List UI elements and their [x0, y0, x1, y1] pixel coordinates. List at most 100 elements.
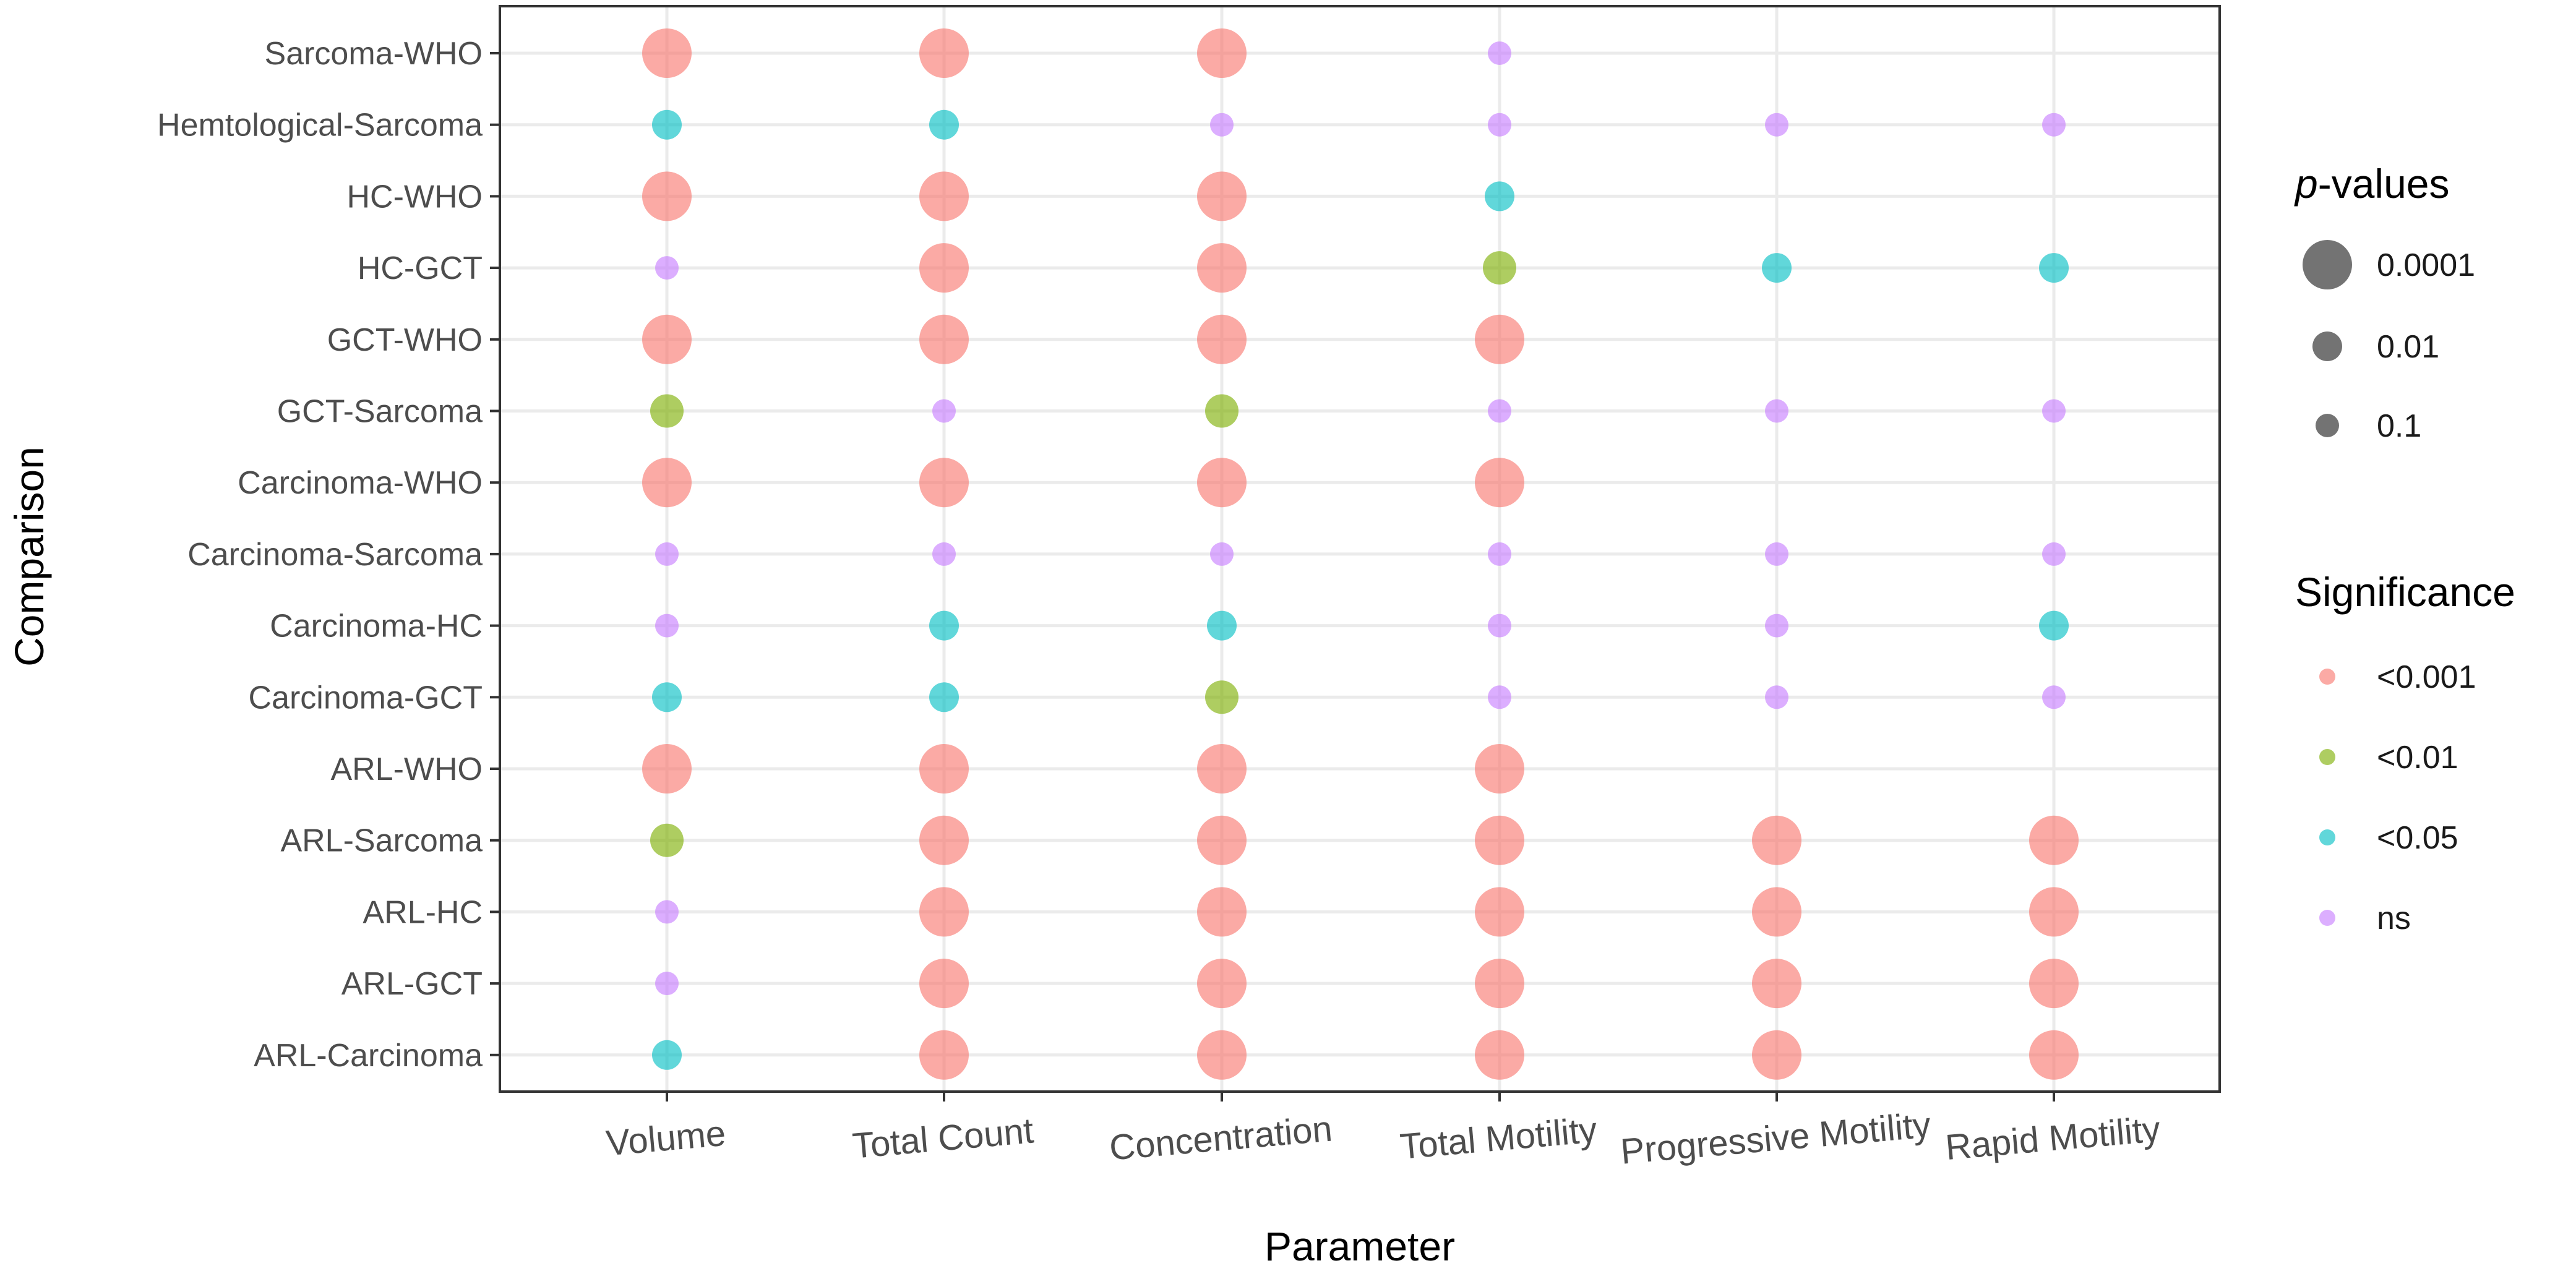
y-tick-label: Carcinoma-Sarcoma	[187, 537, 483, 573]
data-point	[655, 542, 679, 566]
data-point	[919, 744, 969, 793]
grid	[500, 6, 2220, 1092]
data-point	[652, 1040, 682, 1070]
y-tick-label: ARL-WHO	[330, 751, 483, 787]
data-point	[2029, 1030, 2079, 1080]
data-point	[655, 256, 679, 280]
y-tick-label: Hemtological-Sarcoma	[157, 108, 483, 143]
data-point	[2042, 542, 2066, 566]
data-point	[1752, 815, 1801, 865]
data-point	[1205, 394, 1239, 428]
data-point	[642, 171, 692, 221]
data-point	[642, 744, 692, 793]
color-legend: Significance <0.001 <0.01 <0.05 ns	[2295, 569, 2515, 936]
x-tick-label: Concentration	[1108, 1108, 1334, 1168]
y-tick-label: ARL-Carcinoma	[254, 1038, 483, 1074]
size-legend-key	[2312, 332, 2342, 361]
data-point	[1488, 685, 1511, 709]
data-point	[919, 458, 969, 508]
data-point	[1752, 1030, 1801, 1080]
size-legend-key	[2303, 240, 2352, 289]
x-tick-label: Total Count	[851, 1110, 1035, 1166]
data-points	[642, 28, 2079, 1080]
y-tick-label: ARL-GCT	[341, 966, 483, 1002]
data-point	[1488, 614, 1511, 638]
data-point	[1475, 458, 1524, 508]
size-legend-title-italic: p	[2294, 161, 2318, 207]
color-legend-label: <0.05	[2377, 820, 2458, 856]
data-point	[2029, 815, 2079, 865]
data-point	[1765, 542, 1788, 566]
data-point	[1197, 314, 1247, 364]
data-point	[1752, 959, 1801, 1009]
data-point	[1765, 113, 1788, 137]
data-point	[650, 823, 684, 857]
color-legend-items: <0.001 <0.01 <0.05 ns	[2319, 659, 2476, 936]
data-point	[919, 243, 969, 293]
x-tick-label: Progressive Motility	[1619, 1105, 1933, 1172]
data-point	[919, 1030, 969, 1080]
data-point	[1475, 314, 1524, 364]
data-point	[1488, 399, 1511, 423]
data-point	[1765, 399, 1788, 423]
data-point	[642, 314, 692, 364]
data-point	[932, 399, 956, 423]
color-legend-title: Significance	[2295, 569, 2515, 615]
color-legend-label: ns	[2377, 900, 2411, 936]
data-point	[1475, 959, 1524, 1009]
data-point	[1197, 959, 1247, 1009]
data-point	[1488, 542, 1511, 566]
color-legend-label: <0.01	[2377, 740, 2458, 776]
data-point	[1475, 1030, 1524, 1080]
y-tick-label: GCT-WHO	[327, 322, 483, 358]
y-tick-label: ARL-Sarcoma	[280, 823, 483, 859]
y-tick-label: Carcinoma-GCT	[249, 680, 483, 716]
data-point	[642, 458, 692, 508]
y-tick-label: ARL-HC	[363, 894, 483, 930]
y-axis-title: Comparison	[6, 447, 52, 667]
data-point	[2042, 685, 2066, 709]
size-legend-key	[2316, 414, 2339, 437]
data-point	[2039, 610, 2069, 641]
data-point	[919, 959, 969, 1009]
data-point	[929, 682, 959, 712]
data-point	[1210, 113, 1234, 137]
size-legend-items: 0.0001 0.01 0.1	[2303, 240, 2475, 444]
data-point	[1762, 253, 1792, 283]
data-point	[1197, 28, 1247, 78]
data-point	[655, 972, 679, 996]
data-point	[1485, 181, 1514, 212]
data-point	[1488, 113, 1511, 137]
data-point	[1197, 887, 1247, 937]
x-tick-labels: Volume Total Count Concentration Total Moti…	[604, 1092, 2162, 1172]
y-tick-label: Carcinoma-WHO	[238, 465, 483, 501]
color-legend-label: <0.001	[2377, 659, 2476, 695]
data-point	[655, 614, 679, 638]
data-point	[929, 109, 959, 140]
data-point	[1475, 744, 1524, 793]
y-tick-label: Carcinoma-HC	[270, 609, 483, 644]
data-point	[1197, 1030, 1247, 1080]
data-point	[1197, 744, 1247, 793]
color-legend-key	[2319, 749, 2335, 765]
data-point	[2039, 253, 2069, 283]
data-point	[919, 314, 969, 364]
size-legend-title: p-values	[2294, 161, 2449, 207]
data-point	[642, 28, 692, 78]
size-legend-label: 0.01	[2377, 329, 2439, 365]
color-legend-key	[2319, 829, 2335, 845]
data-point	[1488, 41, 1511, 65]
data-point	[1765, 614, 1788, 638]
data-point	[1752, 887, 1801, 937]
size-legend: p-values 0.0001 0.01 0.1	[2294, 161, 2475, 444]
y-tick-label: GCT-Sarcoma	[277, 394, 483, 430]
size-legend-title-rest: -values	[2318, 161, 2450, 207]
data-point	[1210, 542, 1234, 566]
data-point	[652, 682, 682, 712]
color-legend-key	[2319, 669, 2335, 685]
data-point	[1197, 815, 1247, 865]
data-point	[2042, 399, 2066, 423]
data-point	[655, 900, 679, 924]
data-point	[1475, 815, 1524, 865]
